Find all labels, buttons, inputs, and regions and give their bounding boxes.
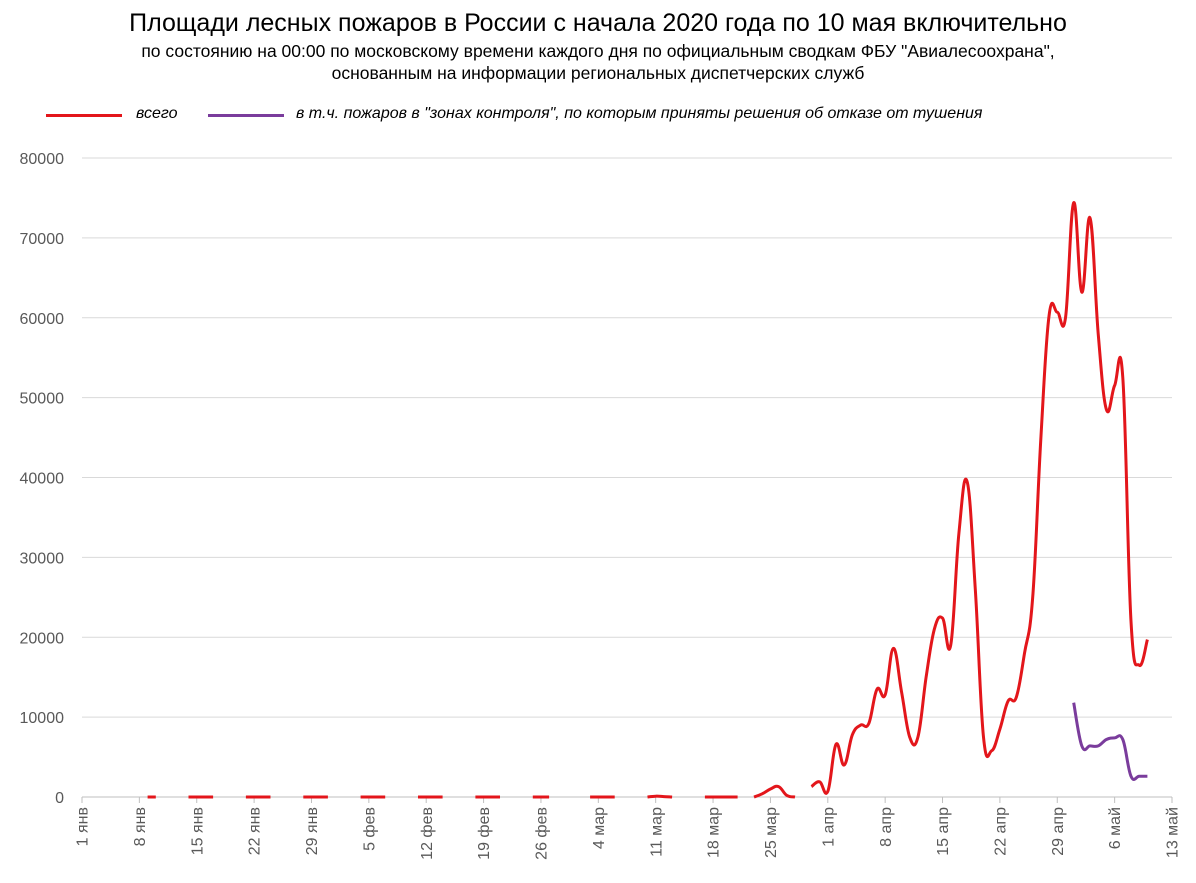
x-tick-label: 15 апр: [935, 807, 952, 856]
series-control-zones-line: [1072, 702, 1148, 781]
x-tick-label: 4 мар: [591, 807, 608, 849]
legend-label-total: всего: [136, 105, 178, 122]
x-tick-label: 29 апр: [1050, 807, 1067, 856]
chart-title: Площади лесных пожаров в России с начала…: [129, 9, 1067, 37]
x-tick-label: 5 фев: [361, 807, 378, 851]
x-tick-label: 22 янв: [247, 807, 264, 855]
y-tick-label: 0: [55, 790, 64, 807]
x-tick-label: 1 апр: [820, 807, 837, 847]
y-tick-label: 40000: [20, 471, 65, 488]
series-total-line: [753, 784, 796, 799]
subtitle-line-2: основанным на информации региональных ди…: [331, 63, 865, 83]
y-tick-label: 30000: [20, 550, 65, 567]
x-tick-label: 1 янв: [75, 807, 92, 846]
chart-subtitle: по состоянию на 00:00 по московскому вре…: [0, 40, 1196, 84]
x-tick-label: 22 апр: [992, 807, 1009, 856]
series-total-line: [810, 201, 1149, 795]
x-tick-label: 19 фев: [476, 807, 493, 860]
x-tick-label: 6 май: [1107, 807, 1124, 849]
x-tick-label: 26 фев: [534, 807, 551, 860]
series-total-line: [647, 794, 673, 799]
y-tick-label: 80000: [20, 151, 65, 168]
x-tick-label: 8 янв: [132, 807, 149, 846]
x-tick-label: 8 апр: [878, 807, 895, 847]
y-tick-label: 50000: [20, 391, 65, 408]
y-tick-label: 60000: [20, 311, 65, 328]
legend-label-control-zones: в т.ч. пожаров в "зонах контроля", по ко…: [296, 105, 983, 122]
y-tick-label: 10000: [20, 710, 65, 727]
x-tick-label: 18 мар: [706, 807, 723, 858]
legend-swatch-control-zones: [208, 114, 284, 117]
legend-swatch-total: [46, 114, 122, 117]
y-tick-label: 70000: [20, 231, 65, 248]
x-tick-label: 29 янв: [304, 807, 321, 855]
y-tick-label: 20000: [20, 630, 65, 647]
x-tick-label: 15 янв: [189, 807, 206, 855]
subtitle-line-1: по состоянию на 00:00 по московскому вре…: [141, 41, 1055, 61]
x-tick-label: 13 май: [1165, 807, 1182, 858]
x-tick-label: 12 фев: [419, 807, 436, 860]
x-tick-label: 25 мар: [763, 807, 780, 858]
x-tick-label: 11 мар: [648, 807, 665, 857]
